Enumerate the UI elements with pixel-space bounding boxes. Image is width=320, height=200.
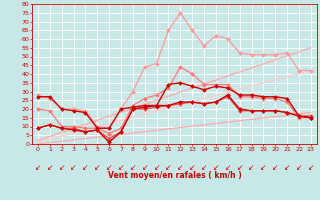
Text: ↙: ↙ [284, 163, 290, 172]
Text: ↙: ↙ [165, 163, 172, 172]
Text: ↙: ↙ [106, 163, 112, 172]
Text: ↙: ↙ [260, 163, 267, 172]
Text: ↙: ↙ [70, 163, 77, 172]
Text: ↙: ↙ [35, 163, 41, 172]
Text: ↙: ↙ [225, 163, 231, 172]
Text: ↙: ↙ [177, 163, 184, 172]
Text: ↙: ↙ [296, 163, 302, 172]
Text: ↙: ↙ [141, 163, 148, 172]
Text: ↙: ↙ [118, 163, 124, 172]
Text: ↙: ↙ [130, 163, 136, 172]
X-axis label: Vent moyen/en rafales ( km/h ): Vent moyen/en rafales ( km/h ) [108, 171, 241, 180]
Text: ↙: ↙ [82, 163, 89, 172]
Text: ↙: ↙ [236, 163, 243, 172]
Text: ↙: ↙ [272, 163, 278, 172]
Text: ↙: ↙ [153, 163, 160, 172]
Text: ↙: ↙ [47, 163, 53, 172]
Text: ↙: ↙ [94, 163, 100, 172]
Text: ↙: ↙ [308, 163, 314, 172]
Text: ↙: ↙ [248, 163, 255, 172]
Text: ↙: ↙ [213, 163, 219, 172]
Text: ↙: ↙ [201, 163, 207, 172]
Text: ↙: ↙ [189, 163, 196, 172]
Text: ↙: ↙ [59, 163, 65, 172]
